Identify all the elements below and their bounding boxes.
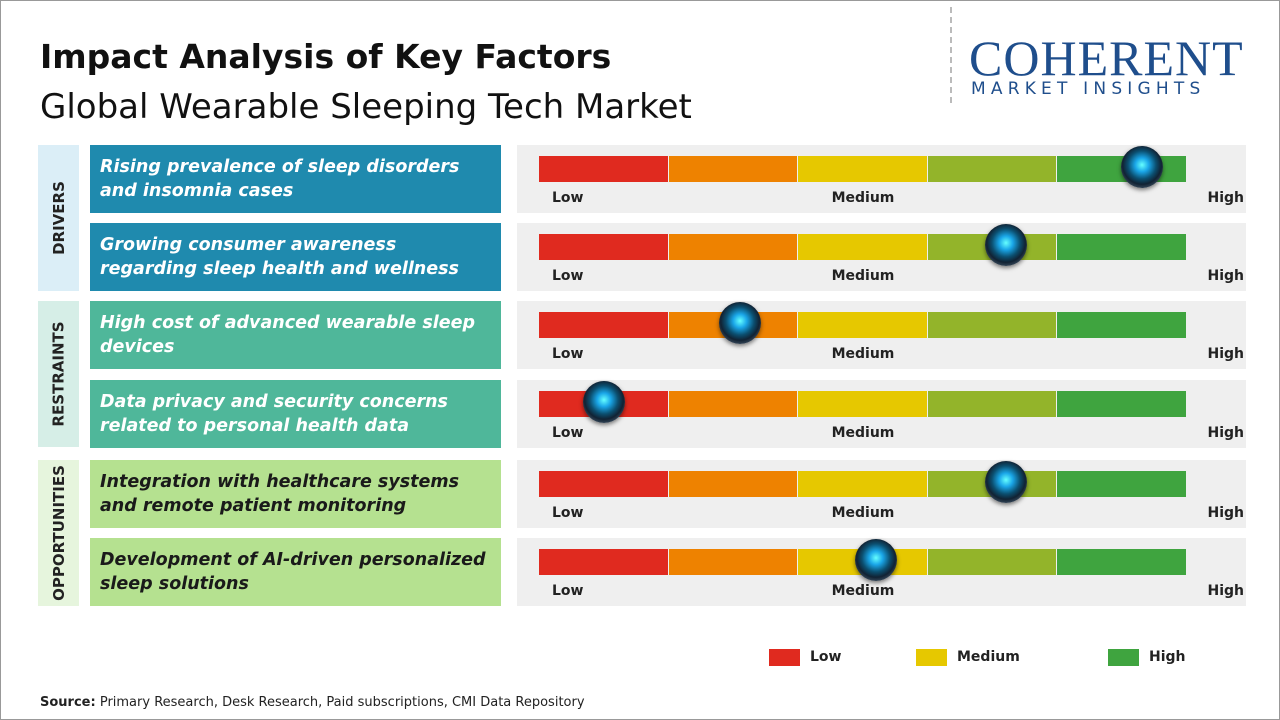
legend-label: Medium bbox=[957, 649, 1020, 665]
group-box: DRIVERS bbox=[38, 145, 79, 291]
meter-segment bbox=[1057, 391, 1186, 417]
impact-knob bbox=[582, 381, 625, 423]
scale-label: Low bbox=[552, 505, 584, 521]
meter-segment bbox=[927, 549, 1057, 575]
scale-label: Medium bbox=[831, 583, 895, 599]
legend-label: High bbox=[1149, 649, 1186, 665]
group-label: OPPORTUNITIES bbox=[49, 465, 68, 601]
scale-label: Medium bbox=[831, 505, 895, 521]
impact-knob bbox=[1120, 146, 1163, 188]
meter-segment bbox=[539, 549, 668, 575]
scale-label: Medium bbox=[831, 190, 895, 206]
meter-segment bbox=[539, 234, 668, 260]
logo-tagline: MARKET INSIGHTS bbox=[971, 79, 1206, 99]
impact-meter: Low Medium High bbox=[517, 538, 1246, 606]
impact-knob bbox=[984, 461, 1027, 503]
scale-label: High bbox=[1207, 505, 1244, 521]
meter-segment bbox=[798, 156, 927, 182]
scale-label: High bbox=[1207, 346, 1244, 362]
meter-segment bbox=[927, 391, 1057, 417]
impact-meter: Low Medium High bbox=[517, 223, 1246, 291]
scale-label: Low bbox=[552, 425, 584, 441]
meter-segment bbox=[798, 391, 927, 417]
title: Impact Analysis of Key Factors bbox=[40, 37, 612, 76]
factor-text: Integration with healthcare systems and … bbox=[90, 460, 501, 528]
scale-label: Low bbox=[552, 190, 584, 206]
meter-segment bbox=[927, 312, 1057, 338]
scale-label: Medium bbox=[831, 268, 895, 284]
group-box: RESTRAINTS bbox=[38, 301, 79, 447]
meter-segment bbox=[798, 471, 927, 497]
factor-text: High cost of advanced wearable sleep dev… bbox=[90, 301, 501, 369]
meter-segment bbox=[1057, 312, 1186, 338]
impact-meter: Low Medium High bbox=[517, 145, 1246, 213]
source-text: Primary Research, Desk Research, Paid su… bbox=[99, 695, 585, 710]
factor-text: Development of AI-driven personalized sl… bbox=[90, 538, 501, 606]
legend-swatch bbox=[916, 649, 947, 666]
scale-label: Low bbox=[552, 346, 584, 362]
legend-label: Low bbox=[810, 649, 842, 665]
group-label: DRIVERS bbox=[49, 181, 68, 255]
meter-segment bbox=[539, 312, 668, 338]
impact-meter: Low Medium High bbox=[517, 301, 1246, 369]
scale-label: High bbox=[1207, 190, 1244, 206]
impact-knob bbox=[718, 302, 761, 344]
meter-segment bbox=[798, 234, 927, 260]
source: Source: Primary Research, Desk Research,… bbox=[40, 695, 585, 710]
scale-label: Medium bbox=[831, 425, 895, 441]
meter-segment bbox=[668, 234, 798, 260]
scale-label: Low bbox=[552, 268, 584, 284]
meter-segment bbox=[927, 156, 1057, 182]
meter-segment bbox=[668, 391, 798, 417]
meter-segment bbox=[668, 156, 798, 182]
impact-knob bbox=[984, 224, 1027, 266]
group-box: OPPORTUNITIES bbox=[38, 460, 79, 606]
scale-label: High bbox=[1207, 583, 1244, 599]
subtitle: Global Wearable Sleeping Tech Market bbox=[40, 87, 692, 127]
meter-segment bbox=[539, 156, 668, 182]
scale-label: Medium bbox=[831, 346, 895, 362]
group-label: RESTRAINTS bbox=[49, 321, 68, 427]
impact-knob bbox=[854, 539, 897, 581]
scale-label: High bbox=[1207, 268, 1244, 284]
meter-segment bbox=[539, 471, 668, 497]
meter-segment bbox=[668, 471, 798, 497]
legend-swatch bbox=[1108, 649, 1139, 666]
legend-swatch bbox=[769, 649, 800, 666]
meter-segment bbox=[1057, 549, 1186, 575]
divider bbox=[950, 7, 952, 103]
meter-segment bbox=[798, 312, 927, 338]
scale-label: High bbox=[1207, 425, 1244, 441]
source-label: Source: bbox=[40, 695, 96, 710]
factor-text: Data privacy and security concerns relat… bbox=[90, 380, 501, 448]
logo-name: COHERENT bbox=[969, 30, 1244, 86]
factor-text: Rising prevalence of sleep disorders and… bbox=[90, 145, 501, 213]
meter-segment bbox=[668, 549, 798, 575]
scale-label: Low bbox=[552, 583, 584, 599]
impact-meter: Low Medium High bbox=[517, 460, 1246, 528]
factor-text: Growing consumer awareness regarding sle… bbox=[90, 223, 501, 291]
meter-segment bbox=[1057, 234, 1186, 260]
impact-meter: Low Medium High bbox=[517, 380, 1246, 448]
meter-segment bbox=[1057, 471, 1186, 497]
